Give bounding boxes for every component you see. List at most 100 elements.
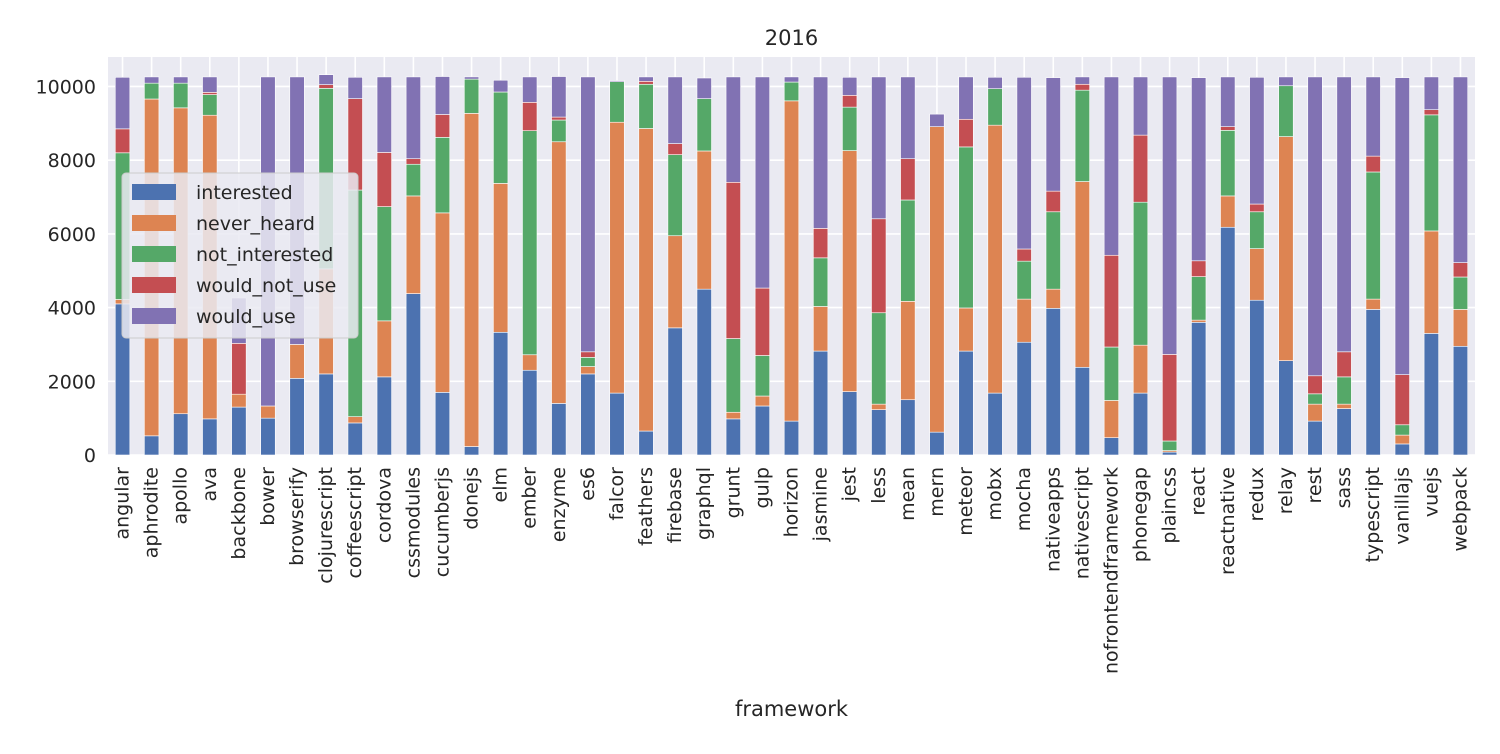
bar-segment-would-use (522, 76, 538, 103)
bar-segment-not-interested (1249, 211, 1265, 249)
bar-segment-would-use (463, 76, 480, 80)
bar-segment-interested (1045, 308, 1061, 456)
bar-segment-never-heard (289, 344, 305, 379)
bar-segment-would-use (376, 76, 392, 153)
bar-segment-never-heard (1074, 181, 1090, 368)
x-tick-label: jest (839, 467, 861, 502)
x-tick-label: graphql (693, 467, 715, 540)
bar-segment-interested (929, 431, 945, 456)
x-tick-label: plaincss (1159, 467, 1181, 544)
bar-segment-interested (144, 435, 160, 456)
bar-segment-would-not-use (1162, 354, 1178, 442)
bar-segment-interested (609, 392, 625, 456)
bar-segment-would-not-use (1365, 155, 1381, 173)
bar-segment-would-use (1045, 77, 1061, 192)
bar-segment-not-interested (696, 98, 712, 152)
bar-segment-not-interested (1103, 346, 1120, 401)
x-tick-label: grunt (722, 467, 744, 518)
legend-box (121, 172, 359, 339)
y-tick-label: 8000 (48, 150, 96, 172)
bar-segment-interested (434, 392, 451, 456)
bar-segment-would-use (318, 74, 334, 85)
legend-label: interested (196, 182, 293, 204)
x-tick-label: nofrontendframework (1100, 467, 1122, 674)
x-tick-label: mocha (1013, 467, 1035, 531)
bar-segment-interested (871, 409, 887, 456)
bar-segment-would-use (1162, 76, 1178, 355)
bar-segment-not-interested (405, 163, 421, 197)
bar-segment-interested (1423, 333, 1439, 456)
bar-segment-would-use (754, 76, 770, 289)
bar-segment-interested (522, 369, 538, 456)
bar-segment-would-not-use (551, 116, 567, 121)
bar-segment-not-interested (202, 94, 218, 116)
bar-segment-never-heard (1103, 400, 1120, 438)
bar-segment-not-interested (725, 338, 741, 413)
legend-swatch (132, 215, 176, 231)
x-tick-label: nativescript (1071, 467, 1093, 579)
bar-segment-never-heard (696, 150, 712, 290)
bar-segment-never-heard (376, 320, 392, 378)
x-tick-label: feathers (635, 467, 657, 546)
bar-segment-not-interested (1307, 393, 1323, 405)
bar-segment-would-use (667, 76, 683, 144)
bar-segment-would-not-use (958, 118, 974, 148)
legend-swatch (132, 308, 176, 324)
bar-segment-interested (900, 399, 916, 456)
bar-segment-interested (1307, 420, 1323, 456)
x-axis-ticks: angular aphrodite apollo ava backbone bower br… (112, 467, 1472, 674)
legend-label: never_heard (196, 213, 315, 235)
bar-segment-never-heard (522, 354, 538, 371)
x-tick-label: reactnative (1217, 467, 1239, 575)
bar-segment-would-use (609, 80, 625, 82)
x-tick-label: donejs (461, 467, 483, 530)
bar-segment-would-use (987, 76, 1003, 89)
bar-segment-never-heard (1191, 319, 1207, 323)
x-tick-label: mean (897, 467, 919, 521)
bar-segment-would-use (1278, 76, 1294, 87)
bar-segment-not-interested (580, 357, 596, 367)
bar-segment-would-not-use (725, 181, 741, 339)
x-tick-label: mern (926, 467, 948, 517)
bar-segment-interested (463, 446, 480, 456)
legend-swatch (132, 246, 176, 262)
y-tick-label: 10000 (36, 76, 96, 98)
bar-segment-never-heard (929, 126, 945, 433)
bar-segment-never-heard (434, 212, 451, 393)
bar-segment-not-interested (638, 83, 654, 129)
bar-segment-would-use (725, 76, 741, 183)
bar-segment-never-heard (1045, 288, 1061, 309)
bar-segment-interested (347, 422, 363, 456)
bar-segment-would-use (638, 76, 654, 82)
bar-segment-never-heard (609, 121, 625, 394)
bar-segment-not-interested (1132, 201, 1149, 346)
bar-segment-interested (289, 378, 305, 456)
bar-segment-interested (1394, 443, 1410, 456)
bar-segment-interested (667, 327, 683, 456)
bar-segment-would-not-use (1452, 262, 1469, 278)
bar-segment-would-not-use (813, 228, 829, 259)
bar-segment-would-use (1074, 76, 1090, 85)
x-tick-label: falcor (606, 467, 628, 521)
x-tick-label: backbone (228, 467, 250, 560)
bar-segment-interested (1074, 366, 1090, 456)
bar-segment-never-heard (1336, 403, 1352, 409)
bar-segment-interested (231, 406, 247, 456)
bar-segment-not-interested (667, 154, 683, 237)
bar-segment-would-not-use (1191, 260, 1207, 277)
bar-segment-never-heard (1452, 309, 1469, 347)
bar-segment-never-heard (1132, 344, 1149, 394)
bar-segment-would-not-use (754, 287, 770, 356)
x-tick-label: aphrodite (141, 467, 163, 558)
legend-label: not_interested (196, 244, 333, 266)
bar-segment-would-not-use (434, 114, 451, 138)
bar-segment-would-not-use (376, 152, 392, 207)
bar-segment-would-use (580, 76, 596, 353)
bar-segment-never-heard (900, 301, 916, 401)
bar-segment-never-heard (987, 124, 1003, 394)
bar-segment-would-not-use (1016, 248, 1032, 262)
bar-segment-interested (260, 417, 276, 456)
x-tick-label: react (1188, 467, 1210, 516)
bar-segment-would-use (1423, 76, 1439, 110)
bar-segment-not-interested (522, 130, 538, 356)
